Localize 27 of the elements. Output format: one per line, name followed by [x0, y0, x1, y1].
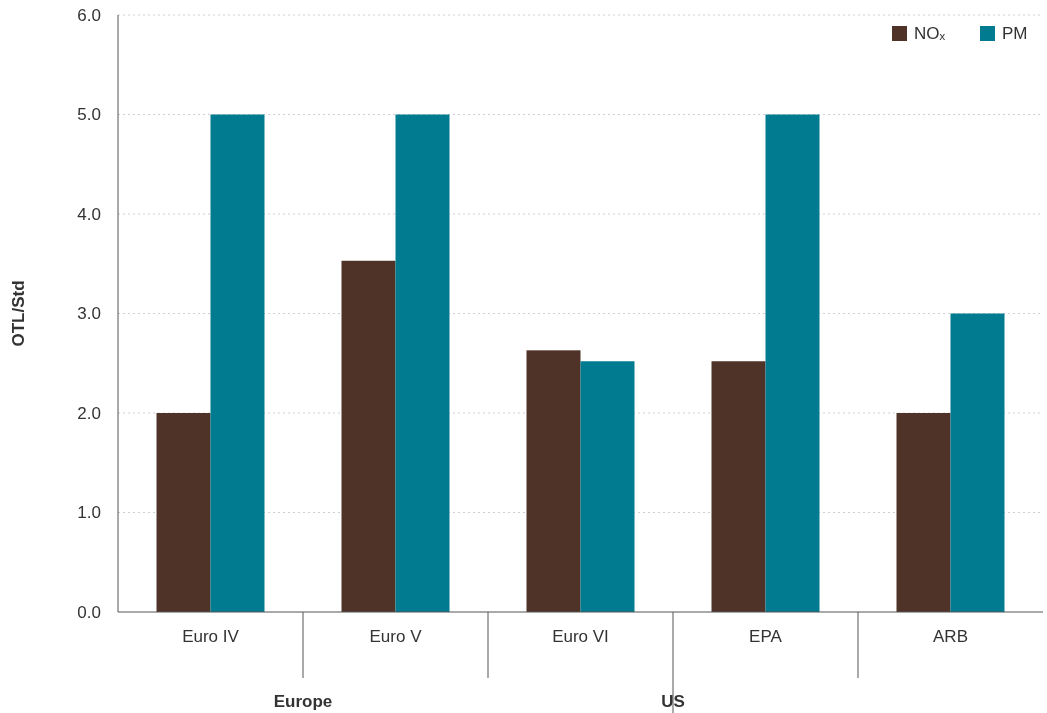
y-tick-label: 1.0 — [77, 503, 101, 523]
bar — [580, 361, 635, 612]
y-tick-label: 6.0 — [77, 5, 101, 25]
y-tick-label: 5.0 — [77, 105, 101, 125]
bar — [341, 260, 396, 612]
x-tick-label: Euro IV — [182, 627, 240, 646]
bar — [210, 114, 265, 612]
x-tick-label: EPA — [749, 627, 783, 646]
bar — [711, 361, 766, 612]
bar — [896, 413, 951, 612]
text: US — [661, 692, 685, 711]
legend-label: PM — [1002, 24, 1028, 43]
bar — [395, 114, 450, 612]
y-tick-label: 4.0 — [77, 204, 101, 224]
x-tick-label: Euro V — [369, 627, 423, 646]
x-tick-label: ARB — [933, 627, 968, 646]
x-tick-label: Euro VI — [552, 627, 609, 646]
y-tick-label: 0.0 — [77, 602, 101, 622]
bar — [526, 350, 581, 612]
bar — [156, 413, 211, 612]
bar — [765, 114, 820, 612]
legend-label: NOₓ — [914, 24, 946, 43]
y-tick-label: 3.0 — [77, 304, 101, 324]
y-axis-title: OTL/Std — [9, 280, 28, 347]
text: Europe — [273, 692, 333, 711]
bar — [950, 313, 1005, 612]
y-tick-label: 2.0 — [77, 403, 101, 423]
